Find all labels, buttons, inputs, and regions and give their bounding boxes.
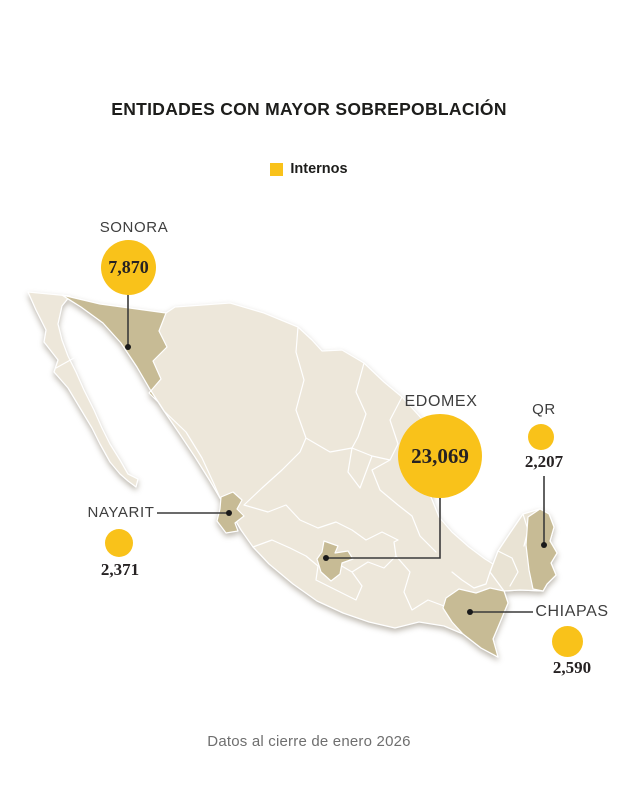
state-label-qr: QR — [532, 401, 556, 418]
bubble-chiapas — [552, 626, 583, 657]
legend-swatch-icon — [270, 162, 284, 176]
page-title: ENTIDADES CON MAYOR SOBREPOBLACIÓN — [111, 99, 507, 119]
state-label-nayarit: NAYARIT — [87, 504, 155, 521]
edomex-leader-line — [326, 497, 441, 559]
state-shape-sonora — [61, 294, 168, 412]
state-shape-chiapas — [442, 587, 509, 658]
value-qr: 2,207 — [524, 452, 564, 471]
chiapas-anchor-dot — [467, 609, 473, 615]
bubble-value-sonora: 7,870 — [108, 257, 149, 277]
state-label-chiapas: CHIAPAS — [535, 603, 609, 620]
callout-connectors — [125, 294, 547, 615]
state-label-sonora: SONORA — [99, 219, 169, 236]
edomex-anchor-dot — [323, 555, 329, 561]
bubble-value-edomex: 23,069 — [411, 443, 469, 468]
legend-label: Internos — [290, 161, 348, 177]
value-chiapas: 2,590 — [552, 658, 592, 677]
nayarit-anchor-dot — [226, 510, 232, 516]
bubble-nayarit — [105, 529, 133, 557]
legend: Internos — [0, 161, 618, 177]
state-shape-edomex — [316, 540, 354, 582]
state-shape-quintana-roo — [525, 508, 558, 592]
state-label-edomex: EDOMEX — [404, 393, 478, 410]
bubble-qr — [528, 424, 554, 450]
bubble-sonora: 7,870 — [101, 240, 156, 295]
bubble-edomex: 23,069 — [398, 414, 482, 498]
value-nayarit: 2,371 — [100, 560, 140, 579]
state-borders — [55, 326, 529, 611]
state-shape-baja — [27, 291, 139, 488]
mexico-landmass — [27, 291, 558, 658]
footer-note: Datos al cierre de enero 2026 — [207, 733, 411, 750]
qr-anchor-dot — [541, 542, 547, 548]
sonora-anchor-dot — [125, 344, 131, 350]
